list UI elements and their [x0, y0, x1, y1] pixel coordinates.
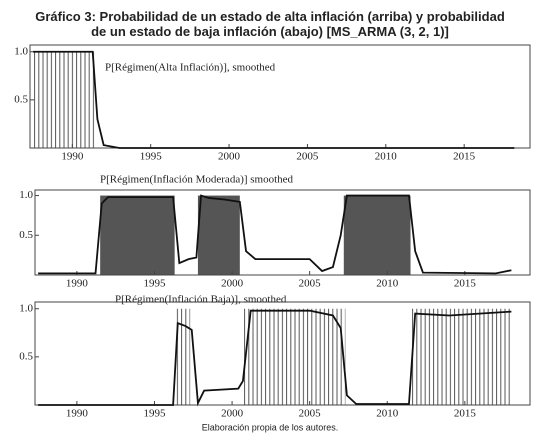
x-tick-label: 2010 [376, 408, 399, 420]
chart-title: Gráfico 3: Probabilidad de un estado de … [35, 9, 505, 39]
regime-shading [410, 308, 512, 405]
x-tick-label: 1995 [143, 278, 166, 290]
regime-shading [100, 195, 175, 275]
series-label: P[Régimen(Alta Inflación)], smoothed [105, 62, 276, 74]
x-tick-label: 2000 [221, 408, 244, 420]
regime-shading [174, 308, 191, 405]
regime-shading [197, 195, 240, 275]
regime-shading [33, 51, 96, 148]
series-label: P[Régimen(Inflación Moderada)] smoothed [100, 174, 294, 186]
y-tick-label: 0.5 [14, 93, 28, 105]
y-tick-label: 0.5 [19, 229, 33, 241]
y-tick-label: 1.0 [19, 302, 33, 314]
x-tick-label: 1990 [66, 408, 89, 420]
x-tick-label: 2000 [221, 278, 244, 290]
x-tick-label: 2010 [376, 278, 399, 290]
x-tick-label: 2010 [375, 151, 398, 163]
plot-frame [29, 44, 531, 149]
x-tick-label: 2005 [299, 408, 322, 420]
y-tick-label: 0.5 [19, 350, 33, 362]
x-tick-label: 2015 [453, 151, 476, 163]
plot-frame [34, 301, 531, 406]
y-tick-label: 1.0 [14, 45, 28, 57]
regime-shading [242, 308, 346, 405]
probability-line [38, 309, 512, 407]
source-note: Elaboración propia de los autores. [202, 422, 339, 432]
regime-shading [343, 195, 411, 275]
y-tick-label: 1.0 [19, 189, 33, 201]
x-tick-label: 2015 [454, 408, 477, 420]
series-label: P[Régimen(Inflación Baja)], smoothed [115, 294, 287, 306]
x-tick-label: 2005 [296, 151, 319, 163]
x-tick-label: 2000 [218, 151, 241, 163]
x-tick-label: 1995 [143, 408, 166, 420]
x-tick-label: 2015 [454, 278, 477, 290]
x-tick-label: 1995 [140, 151, 163, 163]
x-tick-label: 1990 [66, 278, 89, 290]
x-tick-label: 1990 [61, 151, 84, 163]
x-tick-label: 2005 [299, 278, 322, 290]
plot-frame [34, 189, 531, 276]
probability-line [38, 194, 512, 275]
probability-line [33, 50, 515, 149]
